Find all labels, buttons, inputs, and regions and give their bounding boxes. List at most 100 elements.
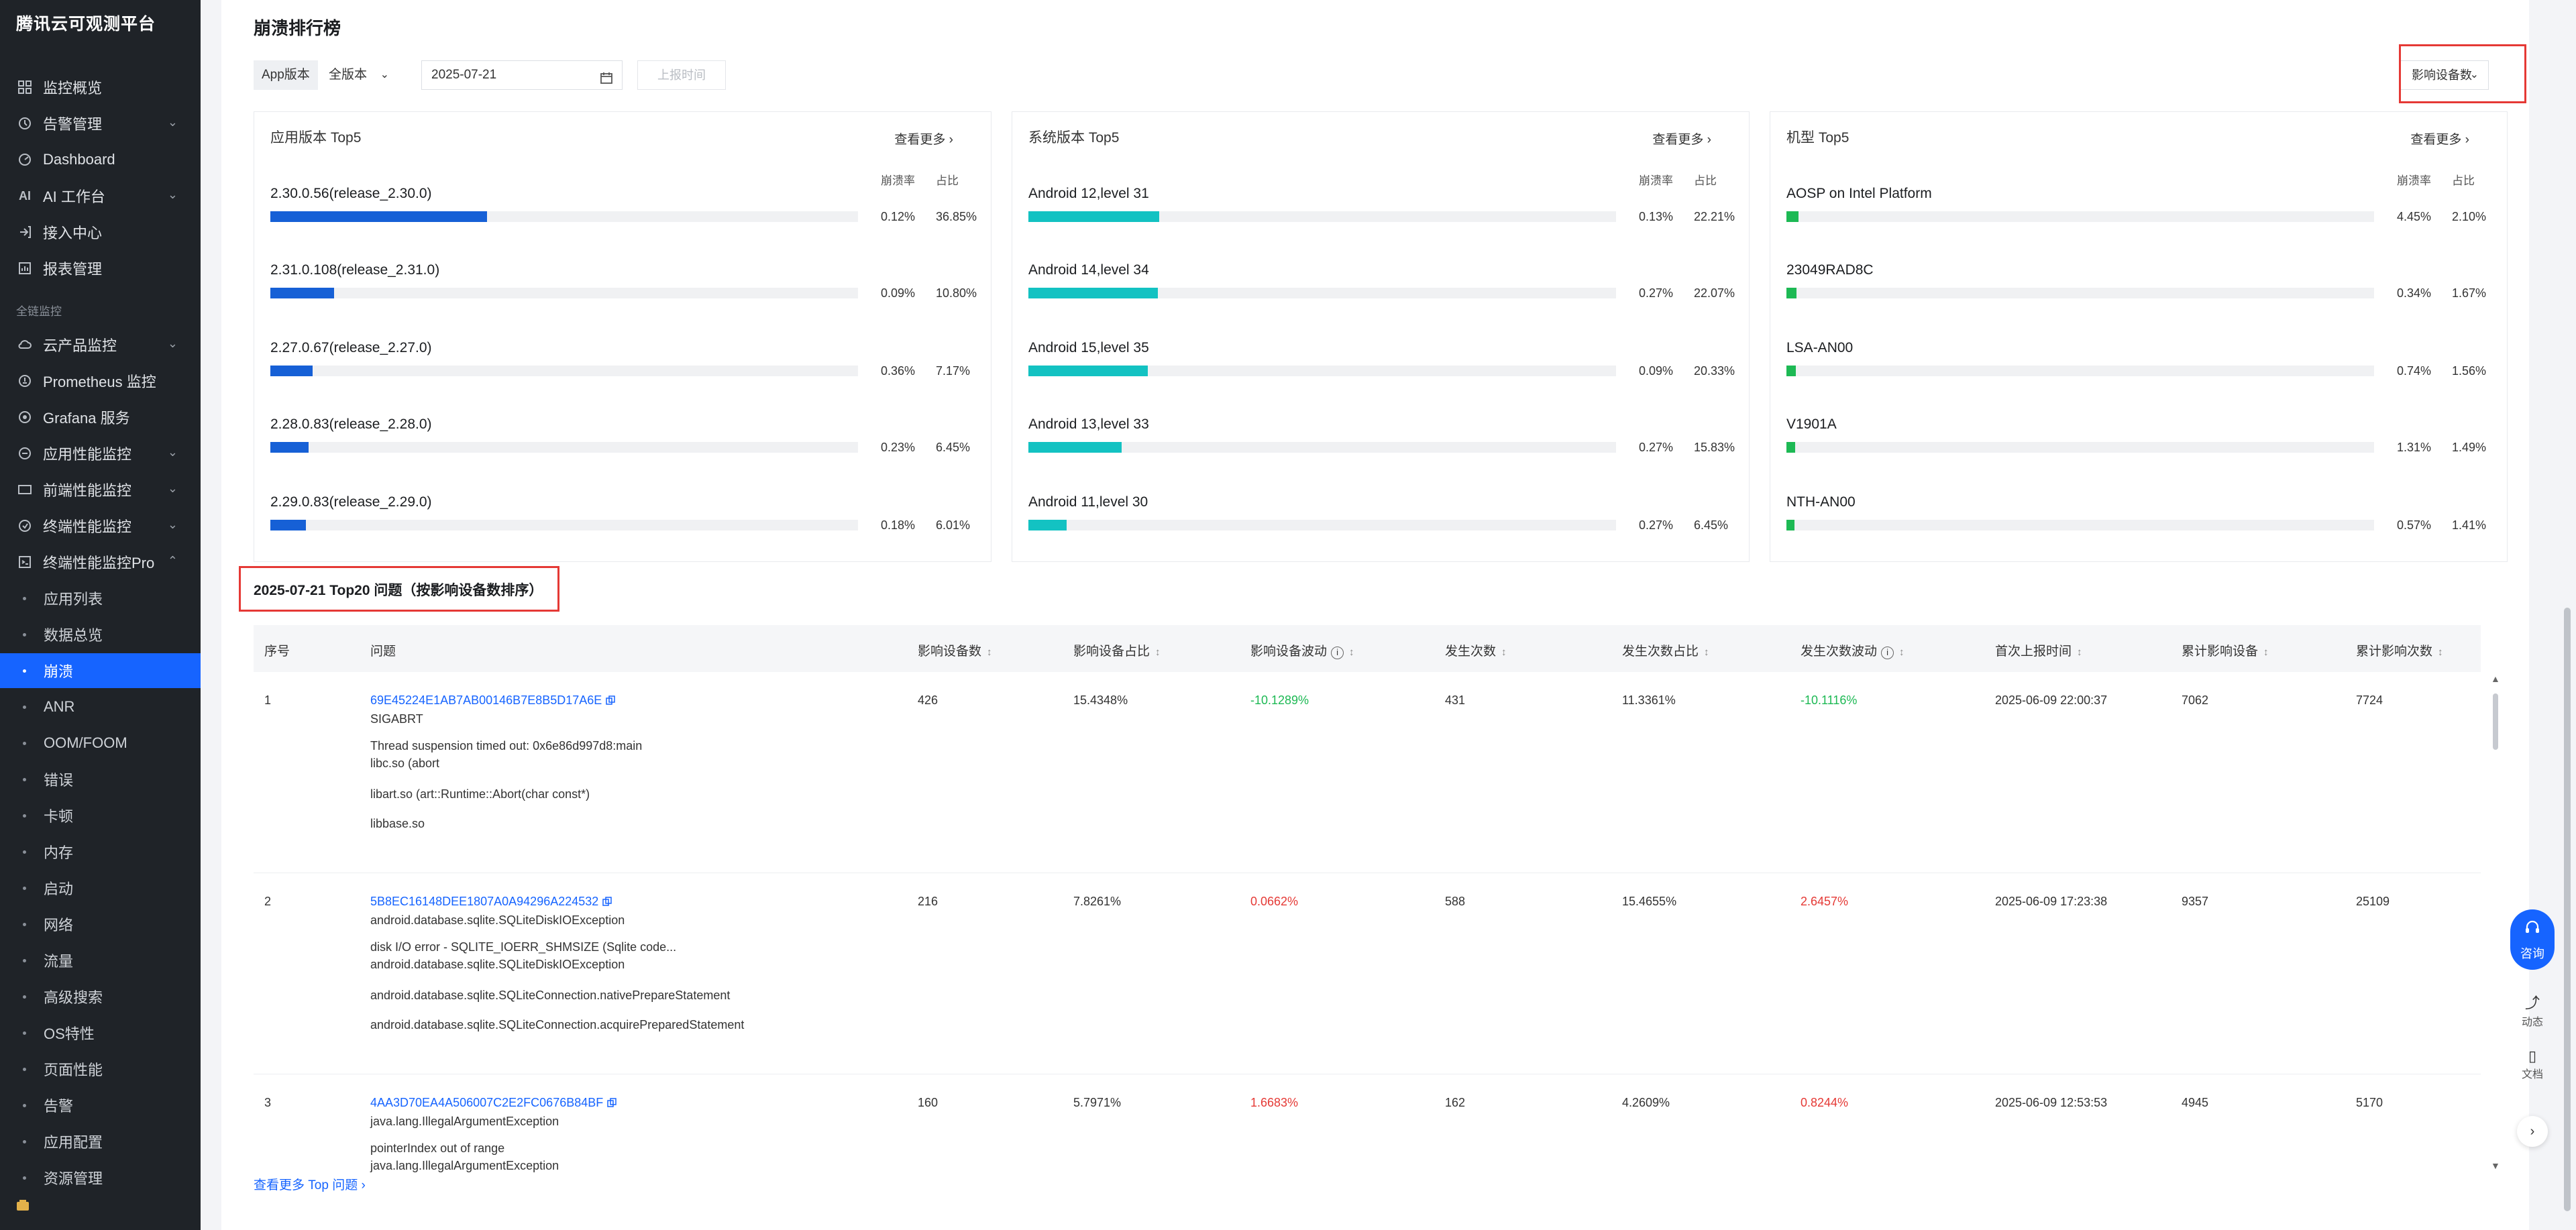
panel-row-name: 23049RAD8C [1786,262,1874,278]
sort-icon[interactable]: ↕ [1899,647,1904,658]
sidebar-item-cloud[interactable]: 云产品监控 ⌄ [0,327,201,362]
th-count[interactable]: 发生次数 ↕ [1445,641,1507,659]
th-count-share[interactable]: 发生次数占比 ↕ [1622,641,1709,659]
sort-icon[interactable]: ↕ [987,647,992,658]
th-total-devices[interactable]: 累计影响设备 ↕ [2182,641,2269,659]
cell-count-wave: 2.6457% [1801,895,1849,908]
sidebar-subitem-data-overview[interactable]: 数据总览 [0,617,201,652]
cell-device-wave: -10.1289% [1250,693,1309,707]
cell-count: 588 [1445,895,1466,908]
sort-icon[interactable]: ↕ [2438,647,2443,658]
sidebar-subitem-crash[interactable]: 崩溃 [0,653,201,688]
issue-id-link[interactable]: 5B8EC16148DEE1807A0A94296A224532 [370,895,612,909]
sidebar-item-report[interactable]: 报表管理 [0,251,201,286]
table-scrollbar[interactable] [2493,693,2498,750]
sidebar-subitem-anr[interactable]: ANR [0,689,201,724]
issue-detail-line: android.database.sqlite.SQLiteConnection… [370,1018,745,1031]
table-row[interactable]: 3 4AA3D70EA4A506007C2E2FC0676B84BF java.la… [254,1074,2481,1175]
th-devices[interactable]: 影响设备数 ↕ [918,641,992,659]
share-bar-fill [270,211,487,222]
sidebar-subitem-app-list[interactable]: 应用列表 [0,581,201,616]
sort-icon[interactable]: ↕ [2077,647,2082,658]
date-picker[interactable]: 2025-07-21 [421,60,623,90]
th-device-share[interactable]: 影响设备占比 ↕ [1073,641,1161,659]
issue-detail-line: java.lang.IllegalArgumentException [370,1115,559,1128]
th-first-time[interactable]: 首次上报时间 ↕ [1995,641,2082,659]
panel-row-rate: 0.74% [2397,364,2432,378]
docs-button[interactable]: ▯ 文档 [2510,1048,2555,1081]
sidebar-subitem-advanced-search[interactable]: 高级搜索 [0,979,201,1014]
copy-icon[interactable] [606,695,616,705]
sidebar-subitem-os-feature[interactable]: OS特性 [0,1015,201,1050]
sidebar-subitem-app-config[interactable]: 应用配置 [0,1124,201,1159]
top5-panel: 应用版本 Top5 查看更多 › 崩溃率 占比 2.30.0.56(release_2.… [254,111,991,562]
th-total-count[interactable]: 累计影响次数 ↕ [2356,641,2443,659]
more-top-issues-link[interactable]: 查看更多 Top 问题 › [254,1175,366,1193]
sidebar-subitem-launch[interactable]: 启动 [0,871,201,905]
consult-button[interactable]: 咨询 [2510,909,2555,970]
table-row[interactable]: 1 69E45224E1AB7AB00146B7E8B5D17A6E SIGABRT… [254,672,2481,873]
cell-devices: 160 [918,1096,938,1109]
panel-row-name: 2.31.0.108(release_2.31.0) [270,262,440,278]
sidebar-item-label: Dashboard [43,151,115,168]
sidebar-item-terminal-pro[interactable]: 终端性能监控Pro ⌃ [0,545,201,579]
collapse-sidebar-icon[interactable] [15,1198,31,1214]
table-row[interactable]: 2 5B8EC16148DEE1807A0A94296A224532 android… [254,873,2481,1074]
th-count-wave[interactable]: 发生次数波动 i ↕ [1801,641,1904,659]
report-time-button[interactable]: 上报时间 [637,60,726,90]
share-bar-track [1786,442,2374,453]
sidebar-item-frontend[interactable]: 前端性能监控 ⌄ [0,472,201,507]
sidebar-item-terminal[interactable]: 终端性能监控 ⌄ [0,508,201,543]
sidebar-item-prometheus[interactable]: Prometheus 监控 [0,364,201,398]
sidebar-item-grafana[interactable]: Grafana 服务 [0,400,201,435]
sidebar-item-ai[interactable]: AI AI 工作台 ⌄ [0,178,201,213]
sidebar-item-overview[interactable]: 监控概览 [0,70,201,105]
copy-icon[interactable] [607,1098,616,1107]
panel-row-name: Android 15,level 35 [1028,340,1149,355]
sidebar-item-apm[interactable]: 应用性能监控 ⌄ [0,436,201,471]
page-scrollbar[interactable] [2564,608,2571,1211]
top5-panel: 系统版本 Top5 查看更多 › 崩溃率 占比 Android 12,level 31 0… [1012,111,1750,562]
sort-by-select[interactable]: 影响设备数 ⌄ [2399,60,2489,90]
scroll-up-icon[interactable]: ▲ [2491,673,2500,684]
sidebar-subitem-alarm[interactable]: 告警 [0,1088,201,1123]
view-more-link[interactable]: 查看更多 › [1652,129,1711,148]
share-bar-track [1786,211,2374,222]
sidebar-item-dashboard[interactable]: Dashboard [0,142,201,177]
sidebar: 腾讯云可观测平台 监控概览 告警管理 ⌄ Dashboard AI AI 工作台… [0,0,201,1230]
sort-icon[interactable]: ↕ [1349,647,1354,658]
sidebar-subitem-network[interactable]: 网络 [0,907,201,942]
sidebar-item-access[interactable]: 接入中心 [0,215,201,249]
sort-icon[interactable]: ↕ [1501,647,1507,658]
bullet-icon [23,741,26,745]
sidebar-subitem-lag[interactable]: 卡顿 [0,798,201,833]
issue-id-link[interactable]: 4AA3D70EA4A506007C2E2FC0676B84BF [370,1096,616,1110]
panel-row-share: 20.33% [1694,364,1735,378]
issue-id-link[interactable]: 69E45224E1AB7AB00146B7E8B5D17A6E [370,693,616,708]
activity-button[interactable]: ⤴ 动态 [2510,991,2555,1029]
scroll-down-icon[interactable]: ▼ [2491,1160,2500,1171]
sidebar-item-alarm[interactable]: 告警管理 ⌄ [0,106,201,141]
view-more-link[interactable]: 查看更多 › [894,129,953,148]
view-more-link[interactable]: 查看更多 › [2410,129,2469,148]
sidebar-subitem-resource[interactable]: 资源管理 [0,1160,201,1195]
chevron-down-icon: ⌄ [2469,69,2479,80]
info-icon[interactable]: i [1331,647,1344,659]
sidebar-subitem-memory[interactable]: 内存 [0,834,201,869]
app-version-select[interactable]: 全版本 ⌄ [321,60,398,90]
sidebar-subitem-traffic[interactable]: 流量 [0,943,201,978]
share-bar-fill [1786,520,1794,530]
copy-icon[interactable] [602,897,612,906]
expand-button[interactable]: › [2517,1116,2548,1147]
info-icon[interactable]: i [1881,647,1894,659]
panel-row-rate: 0.09% [881,286,916,300]
sort-icon[interactable]: ↕ [1155,647,1161,658]
chevron-down-icon: ⌄ [167,115,178,129]
sidebar-subitem-page-performance[interactable]: 页面性能 [0,1052,201,1086]
sidebar-subitem-error[interactable]: 错误 [0,762,201,797]
sort-icon[interactable]: ↕ [1704,647,1709,658]
highlight-box [2399,44,2526,103]
th-device-wave[interactable]: 影响设备波动 i ↕ [1250,641,1354,659]
sort-icon[interactable]: ↕ [2263,647,2269,658]
sidebar-subitem-oom[interactable]: OOM/FOOM [0,726,201,761]
